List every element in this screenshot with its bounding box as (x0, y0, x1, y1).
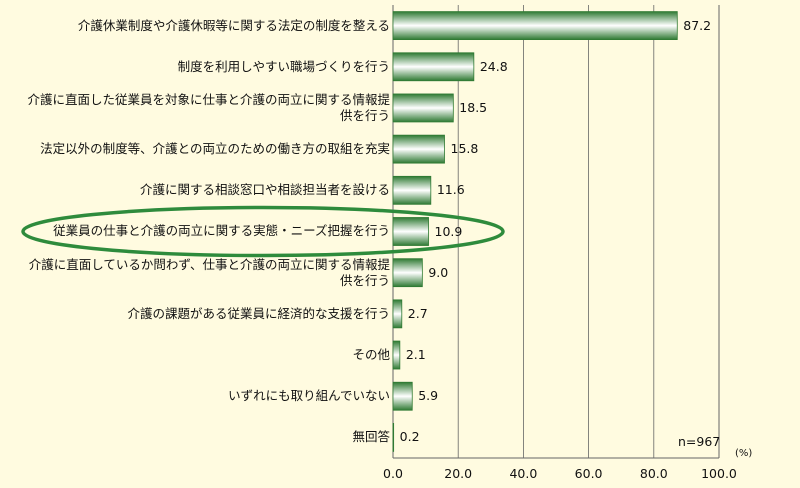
data-label: 15.8 (450, 141, 479, 157)
x-tick-label: 60.0 (574, 466, 603, 481)
data-label: 9.0 (428, 264, 449, 280)
category-label-cell: 介護に関する相談窓口や相談担当者を設ける (25, 170, 390, 211)
category-label: 従業員の仕事と介護の両立に関する実態・ニーズ把握を行う (53, 223, 390, 239)
x-tick-label: 0.0 (383, 466, 403, 481)
category-label: いずれにも取り組んでいない (228, 388, 390, 404)
x-tick-label: 100.0 (701, 466, 737, 481)
category-label: 介護に直面した従業員を対象に仕事と介護の両立に関する情報提供を行う (27, 91, 390, 123)
data-label: 87.2 (683, 17, 712, 33)
category-label-cell: 無回答 (25, 417, 390, 458)
unit-label: (%) (735, 448, 753, 459)
data-label: 18.5 (459, 99, 488, 115)
category-label-cell: 介護休業制度や介護休暇等に関する法定の制度を整える (25, 5, 390, 46)
bar (392, 258, 423, 288)
category-label-cell: その他 (25, 334, 390, 375)
category-label-cell: 介護の課題がある従業員に経済的な支援を行う (25, 293, 390, 334)
category-label: 介護の課題がある従業員に経済的な支援を行う (127, 305, 390, 321)
category-label: 制度を利用しやすい職場づくりを行う (177, 58, 390, 74)
category-label-cell: 介護に直面しているか問わず、仕事と介護の両立に関する情報提供を行う (25, 252, 390, 293)
category-label-cell: いずれにも取り組んでいない (25, 376, 390, 417)
data-label: 5.9 (418, 388, 439, 404)
bar (392, 299, 403, 329)
bar (392, 134, 445, 164)
bar (392, 52, 475, 82)
category-label-cell: 介護に直面した従業員を対象に仕事と介護の両立に関する情報提供を行う (25, 87, 390, 128)
category-label-cell: 制度を利用しやすい職場づくりを行う (25, 46, 390, 87)
bar (392, 217, 429, 246)
highlight-ellipse (21, 205, 505, 258)
x-tick-label: 80.0 (639, 466, 668, 481)
data-label: 10.9 (434, 223, 463, 239)
data-label: 11.6 (436, 182, 465, 198)
data-label: 2.1 (405, 347, 426, 363)
category-label: 介護休業制度や介護休暇等に関する法定の制度を整える (77, 17, 390, 33)
category-label: 介護に関する相談窓口や相談担当者を設ける (139, 182, 390, 198)
data-label: 0.2 (399, 429, 420, 445)
x-tick-label: 20.0 (444, 466, 473, 481)
x-tick-label: 40.0 (509, 466, 538, 481)
category-label-cell: 法定以外の制度等、介護との両立のための働き方の取組を充実 (25, 129, 390, 170)
category-label: 無回答 (352, 429, 390, 445)
sample-size-label: n=967 (678, 434, 721, 449)
bar (392, 175, 432, 205)
data-label: 24.8 (479, 58, 508, 74)
category-label-cell: 従業員の仕事と介護の両立に関する実態・ニーズ把握を行う (25, 211, 390, 252)
bar (392, 423, 395, 452)
category-label: その他 (352, 347, 390, 363)
data-label: 2.7 (407, 305, 428, 321)
bar (392, 11, 678, 40)
bar (392, 93, 454, 123)
bar (392, 340, 401, 370)
category-label: 法定以外の制度等、介護との両立のための働き方の取組を充実 (40, 141, 390, 157)
category-label: 介護に直面しているか問わず、仕事と介護の両立に関する情報提供を行う (28, 256, 390, 288)
bar (392, 381, 413, 411)
